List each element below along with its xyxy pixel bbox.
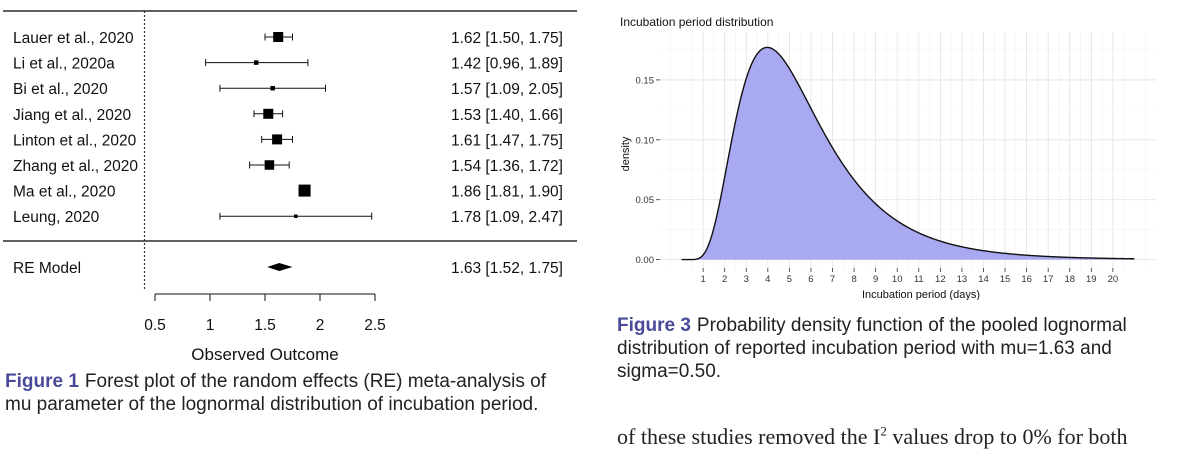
forest-summary-label: RE Model [13, 260, 81, 277]
density-x-tick-label: 11 [914, 274, 924, 285]
density-y-tick-label: 0.00 [636, 255, 655, 266]
density-x-tick-label: 16 [1021, 274, 1032, 285]
density-x-tick-label: 6 [808, 274, 813, 285]
forest-ci-text: 1.57 [1.09, 2.05] [451, 81, 563, 98]
forest-x-tick-label: 2.5 [364, 317, 386, 334]
density-line [681, 46, 1135, 261]
density-x-tick-label: 17 [1043, 274, 1054, 285]
forest-point-estimate [272, 134, 283, 145]
body-text-after: values drop to 0% for both [886, 424, 1128, 449]
forest-row: Lauer et al., 2020 1.62 [1.50, 1.75] [13, 30, 563, 47]
figure-3-label: Figure 3 [617, 315, 691, 336]
density-y-tick-label: 0.05 [636, 195, 655, 206]
forest-summary-ci-text: 1.63 [1.52, 1.75] [451, 260, 563, 277]
forest-plot: Lauer et al., 2020 1.62 [1.50, 1.75] Li et… [3, 10, 577, 364]
density-area [681, 47, 1135, 260]
forest-study-label: Bi et al., 2020 [13, 81, 108, 98]
density-x-tick-label: 14 [978, 274, 989, 285]
forest-row: Jiang et al., 2020 1.53 [1.40, 1.66] [13, 107, 563, 124]
forest-row: Bi et al., 2020 1.57 [1.09, 2.05] [13, 81, 563, 98]
forest-row: Linton et al., 2020 1.61 [1.47, 1.75] [13, 132, 563, 149]
density-y-tick-label: 0.10 [636, 135, 655, 146]
forest-ci-text: 1.54 [1.36, 1.72] [451, 158, 563, 175]
density-x-tick-label: 15 [1000, 274, 1011, 285]
density-x-tick-label: 1 [700, 274, 705, 285]
forest-summary-diamond [267, 263, 293, 271]
figure-3-text: Probability density function of the pool… [617, 315, 1127, 382]
forest-point-estimate [270, 85, 275, 91]
density-x-tick-label: 20 [1108, 274, 1119, 285]
forest-ci-text: 1.42 [0.96, 1.89] [451, 56, 563, 73]
density-x-tick-label: 10 [892, 274, 903, 285]
forest-ci-text: 1.53 [1.40, 1.66] [451, 107, 563, 124]
density-x-tick-label: 5 [787, 274, 792, 285]
density-x-tick-label: 9 [873, 274, 878, 285]
forest-x-tick-label: 1.5 [254, 317, 276, 334]
forest-point-estimate [264, 160, 275, 170]
density-x-tick-label: 18 [1064, 274, 1075, 285]
density-x-tick-label: 19 [1086, 274, 1097, 285]
density-x-tick-label: 4 [765, 274, 770, 285]
forest-point-estimate [273, 32, 284, 42]
figure-1-label: Figure 1 [5, 371, 79, 392]
density-x-tick-label: 3 [744, 274, 749, 285]
forest-ci-text: 1.61 [1.47, 1.75] [451, 132, 563, 149]
forest-row: Leung, 2020 1.78 [1.09, 2.47] [13, 209, 563, 226]
density-y-axis-label: density [620, 136, 632, 171]
density-title: Incubation period distribution [620, 15, 773, 29]
forest-x-tick-label: 0.5 [144, 317, 166, 334]
forest-ci-text: 1.86 [1.81, 1.90] [451, 184, 563, 201]
forest-x-tick-label: 1 [206, 317, 215, 334]
forest-study-label: Zhang et al., 2020 [13, 158, 138, 175]
density-x-tick-label: 8 [851, 274, 856, 285]
forest-point-estimate [298, 184, 311, 197]
forest-study-label: Lauer et al., 2020 [13, 30, 134, 47]
density-x-tick-label: 13 [957, 274, 968, 285]
forest-ci-text: 1.78 [1.09, 2.47] [451, 209, 563, 226]
forest-x-tick-label: 2 [316, 317, 325, 334]
forest-row: Li et al., 2020a 1.42 [0.96, 1.89] [13, 56, 563, 73]
forest-study-label: Jiang et al., 2020 [13, 107, 131, 124]
forest-ci-text: 1.62 [1.50, 1.75] [451, 30, 563, 47]
forest-study-label: Leung, 2020 [13, 209, 100, 226]
forest-row: Zhang et al., 2020 1.54 [1.36, 1.72] [13, 158, 563, 175]
figure-1-caption: Figure 1 Forest plot of the random effect… [5, 370, 565, 416]
density-x-tick-label: 7 [830, 274, 835, 285]
figure-1-text: Forest plot of the random effects (RE) m… [5, 371, 547, 415]
density-y-tick-label: 0.15 [636, 75, 655, 86]
forest-point-estimate [294, 214, 298, 218]
forest-study-label: Linton et al., 2020 [13, 132, 137, 149]
figure-3-caption: Figure 3 Probability density function of … [617, 314, 1177, 383]
forest-point-estimate [253, 60, 259, 65]
body-text-line: of these studies removed the I2 values d… [617, 424, 1128, 450]
forest-study-label: Li et al., 2020a [13, 56, 115, 73]
forest-study-label: Ma et al., 2020 [13, 184, 116, 201]
forest-point-estimate [263, 108, 274, 119]
body-text-before: of these studies removed the I [617, 424, 881, 449]
body-text-superscript: 2 [880, 423, 887, 439]
density-x-tick-label: 12 [935, 274, 946, 285]
density-x-tick-label: 2 [722, 274, 727, 285]
forest-x-axis-label: Observed Outcome [191, 345, 338, 364]
forest-row: Ma et al., 2020 1.86 [1.81, 1.90] [13, 184, 563, 201]
density-x-axis-label: Incubation period (days) [862, 289, 980, 300]
